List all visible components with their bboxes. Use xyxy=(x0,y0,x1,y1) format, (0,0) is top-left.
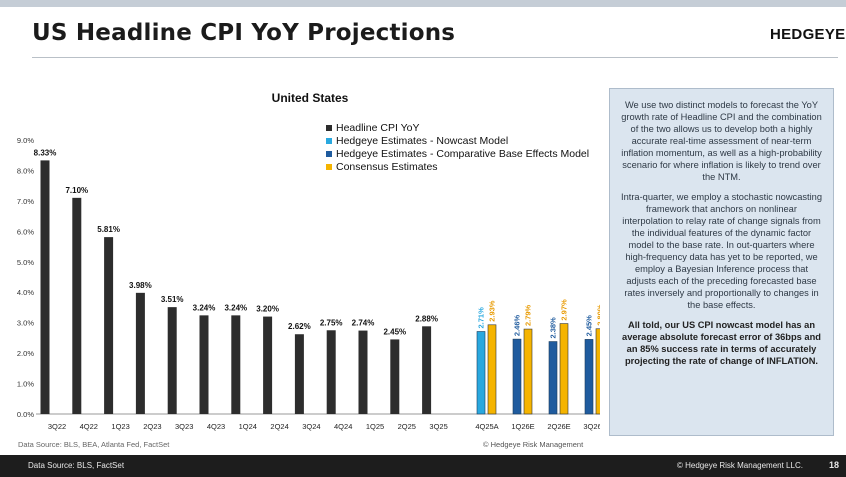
bar-hedgeye-2Q26E xyxy=(548,341,558,415)
data-label-headline: 3.98% xyxy=(129,281,152,290)
bar-headline-3Q23 xyxy=(167,307,177,414)
chart-source: Data Source: BLS, BEA, Atlanta Fed, Fact… xyxy=(18,440,170,449)
y-tick-label: 7.0% xyxy=(17,197,34,206)
data-label-headline: 5.81% xyxy=(97,225,120,234)
brand-logo: HEDGEYE xyxy=(770,26,846,43)
footer-source: Data Source: BLS, FactSet xyxy=(28,461,125,470)
data-label-headline: 8.33% xyxy=(34,148,57,157)
data-label-headline: 3.20% xyxy=(256,305,279,314)
bar-headline-4Q22 xyxy=(72,197,82,414)
data-label-headline: 2.45% xyxy=(383,327,406,336)
legend-swatch-nowcast xyxy=(326,137,332,144)
x-tick-label: 4Q22 xyxy=(80,422,98,431)
data-label-headline: 2.74% xyxy=(352,319,375,328)
bar-headline-3Q25 xyxy=(422,326,432,414)
legend-label-nowcast: Hedgeye Estimates - Nowcast Model xyxy=(336,134,509,147)
x-tick-label: 3Q23 xyxy=(175,422,193,431)
legend-label-headline: Headline CPI YoY xyxy=(336,121,420,134)
x-tick-label: 3Q25 xyxy=(429,422,447,431)
legend-label-base-effects: Hedgeye Estimates - Comparative Base Eff… xyxy=(336,147,590,160)
bar-headline-3Q22 xyxy=(40,160,50,414)
data-label-consensus: 2.79% xyxy=(524,304,533,326)
data-label-hedgeye: 2.38% xyxy=(549,317,558,339)
methodology-note: We use two distinct models to forecast t… xyxy=(609,88,834,436)
x-tick-label: 3Q26E xyxy=(583,422,600,431)
bar-headline-2Q25 xyxy=(390,339,400,414)
bar-consensus-2Q26E xyxy=(559,323,569,415)
bar-consensus-4Q25A xyxy=(487,324,497,415)
y-tick-label: 4.0% xyxy=(17,288,34,297)
footer-copyright: © Hedgeye Risk Management LLC. xyxy=(677,461,803,470)
bar-headline-4Q24 xyxy=(326,330,336,414)
x-tick-label: 4Q25A xyxy=(475,422,498,431)
bar-headline-2Q23 xyxy=(135,292,145,414)
data-label-consensus: 2.93% xyxy=(488,300,497,322)
chart-title: United States xyxy=(271,91,349,105)
bar-headline-1Q24 xyxy=(231,315,241,414)
note-paragraph-3: All told, our US CPI nowcast model has a… xyxy=(622,320,821,366)
data-label-hedgeye: 2.46% xyxy=(513,315,522,337)
y-tick-label: 0.0% xyxy=(17,410,34,419)
title-divider xyxy=(32,57,838,58)
x-tick-label: 1Q23 xyxy=(111,422,129,431)
bar-headline-4Q23 xyxy=(199,315,209,414)
legend-item-nowcast: Hedgeye Estimates - Nowcast Model xyxy=(326,134,589,147)
data-label-headline: 2.75% xyxy=(320,318,343,327)
bar-consensus-3Q26E xyxy=(595,328,600,415)
x-tick-label: 2Q23 xyxy=(143,422,161,431)
y-tick-label: 2.0% xyxy=(17,349,34,358)
cpi-bar-chart: 0.0% 1.0% 2.0% 3.0% 4.0% 5.0% 6.0% 7.0% 8.0% 9.0%… xyxy=(17,136,601,431)
data-label-headline: 3.24% xyxy=(193,303,216,312)
chart-copyright: © Hedgeye Risk Management xyxy=(483,440,584,449)
data-label-hedgeye: 2.45% xyxy=(585,315,594,337)
data-label-headline: 3.51% xyxy=(161,295,184,304)
bar-headline-3Q24 xyxy=(294,334,304,414)
top-accent-bar xyxy=(0,0,846,7)
bar-consensus-1Q26E xyxy=(523,328,533,415)
x-tick-label: 2Q24 xyxy=(270,422,288,431)
data-label-headline: 2.88% xyxy=(415,314,438,323)
y-tick-label: 6.0% xyxy=(17,227,34,236)
data-label-consensus: 2.97% xyxy=(560,299,569,321)
data-label-headline: 3.24% xyxy=(224,303,247,312)
y-tick-label: 5.0% xyxy=(17,258,34,267)
y-tick-label: 9.0% xyxy=(17,136,34,145)
legend-swatch-consensus xyxy=(326,163,332,170)
bar-hedgeye-4Q25A xyxy=(476,331,486,415)
legend-item-base-effects: Hedgeye Estimates - Comparative Base Eff… xyxy=(326,147,589,160)
x-tick-label: 1Q25 xyxy=(366,422,384,431)
y-tick-label: 8.0% xyxy=(17,166,34,175)
legend-swatch-headline xyxy=(326,124,332,131)
chart-legend: Headline CPI YoY Hedgeye Estimates - Now… xyxy=(326,121,589,173)
note-paragraph-2: Intra-quarter, we employ a stochastic no… xyxy=(620,192,822,310)
data-label-consensus: 2.80% xyxy=(596,304,601,326)
bar-headline-1Q23 xyxy=(104,237,114,414)
legend-label-consensus: Consensus Estimates xyxy=(336,160,438,173)
x-tick-label: 2Q26E xyxy=(547,422,570,431)
legend-swatch-base-effects xyxy=(326,150,332,157)
x-tick-label: 4Q24 xyxy=(334,422,352,431)
note-paragraph-1: We use two distinct models to forecast t… xyxy=(621,100,822,182)
x-tick-label: 3Q22 xyxy=(48,422,66,431)
page-title: US Headline CPI YoY Projections xyxy=(32,20,456,46)
x-tick-label: 2Q25 xyxy=(398,422,416,431)
bar-headline-2Q24 xyxy=(263,316,273,414)
legend-item-consensus: Consensus Estimates xyxy=(326,160,589,173)
data-label-headline: 7.10% xyxy=(65,186,88,195)
x-tick-label: 1Q26E xyxy=(511,422,534,431)
legend-item-headline: Headline CPI YoY xyxy=(326,121,589,134)
y-tick-label: 1.0% xyxy=(17,380,34,389)
data-label-headline: 2.62% xyxy=(288,322,311,331)
bar-headline-1Q25 xyxy=(358,330,368,414)
bar-hedgeye-3Q26E xyxy=(584,339,594,415)
data-label-hedgeye: 2.71% xyxy=(477,307,486,329)
x-tick-label: 3Q24 xyxy=(302,422,320,431)
y-tick-label: 3.0% xyxy=(17,319,34,328)
bar-hedgeye-1Q26E xyxy=(512,338,522,415)
page-number: 18 xyxy=(829,460,840,470)
x-tick-label: 1Q24 xyxy=(239,422,257,431)
x-tick-label: 4Q23 xyxy=(207,422,225,431)
footer-bar: Data Source: BLS, FactSet © Hedgeye Risk… xyxy=(0,455,846,477)
